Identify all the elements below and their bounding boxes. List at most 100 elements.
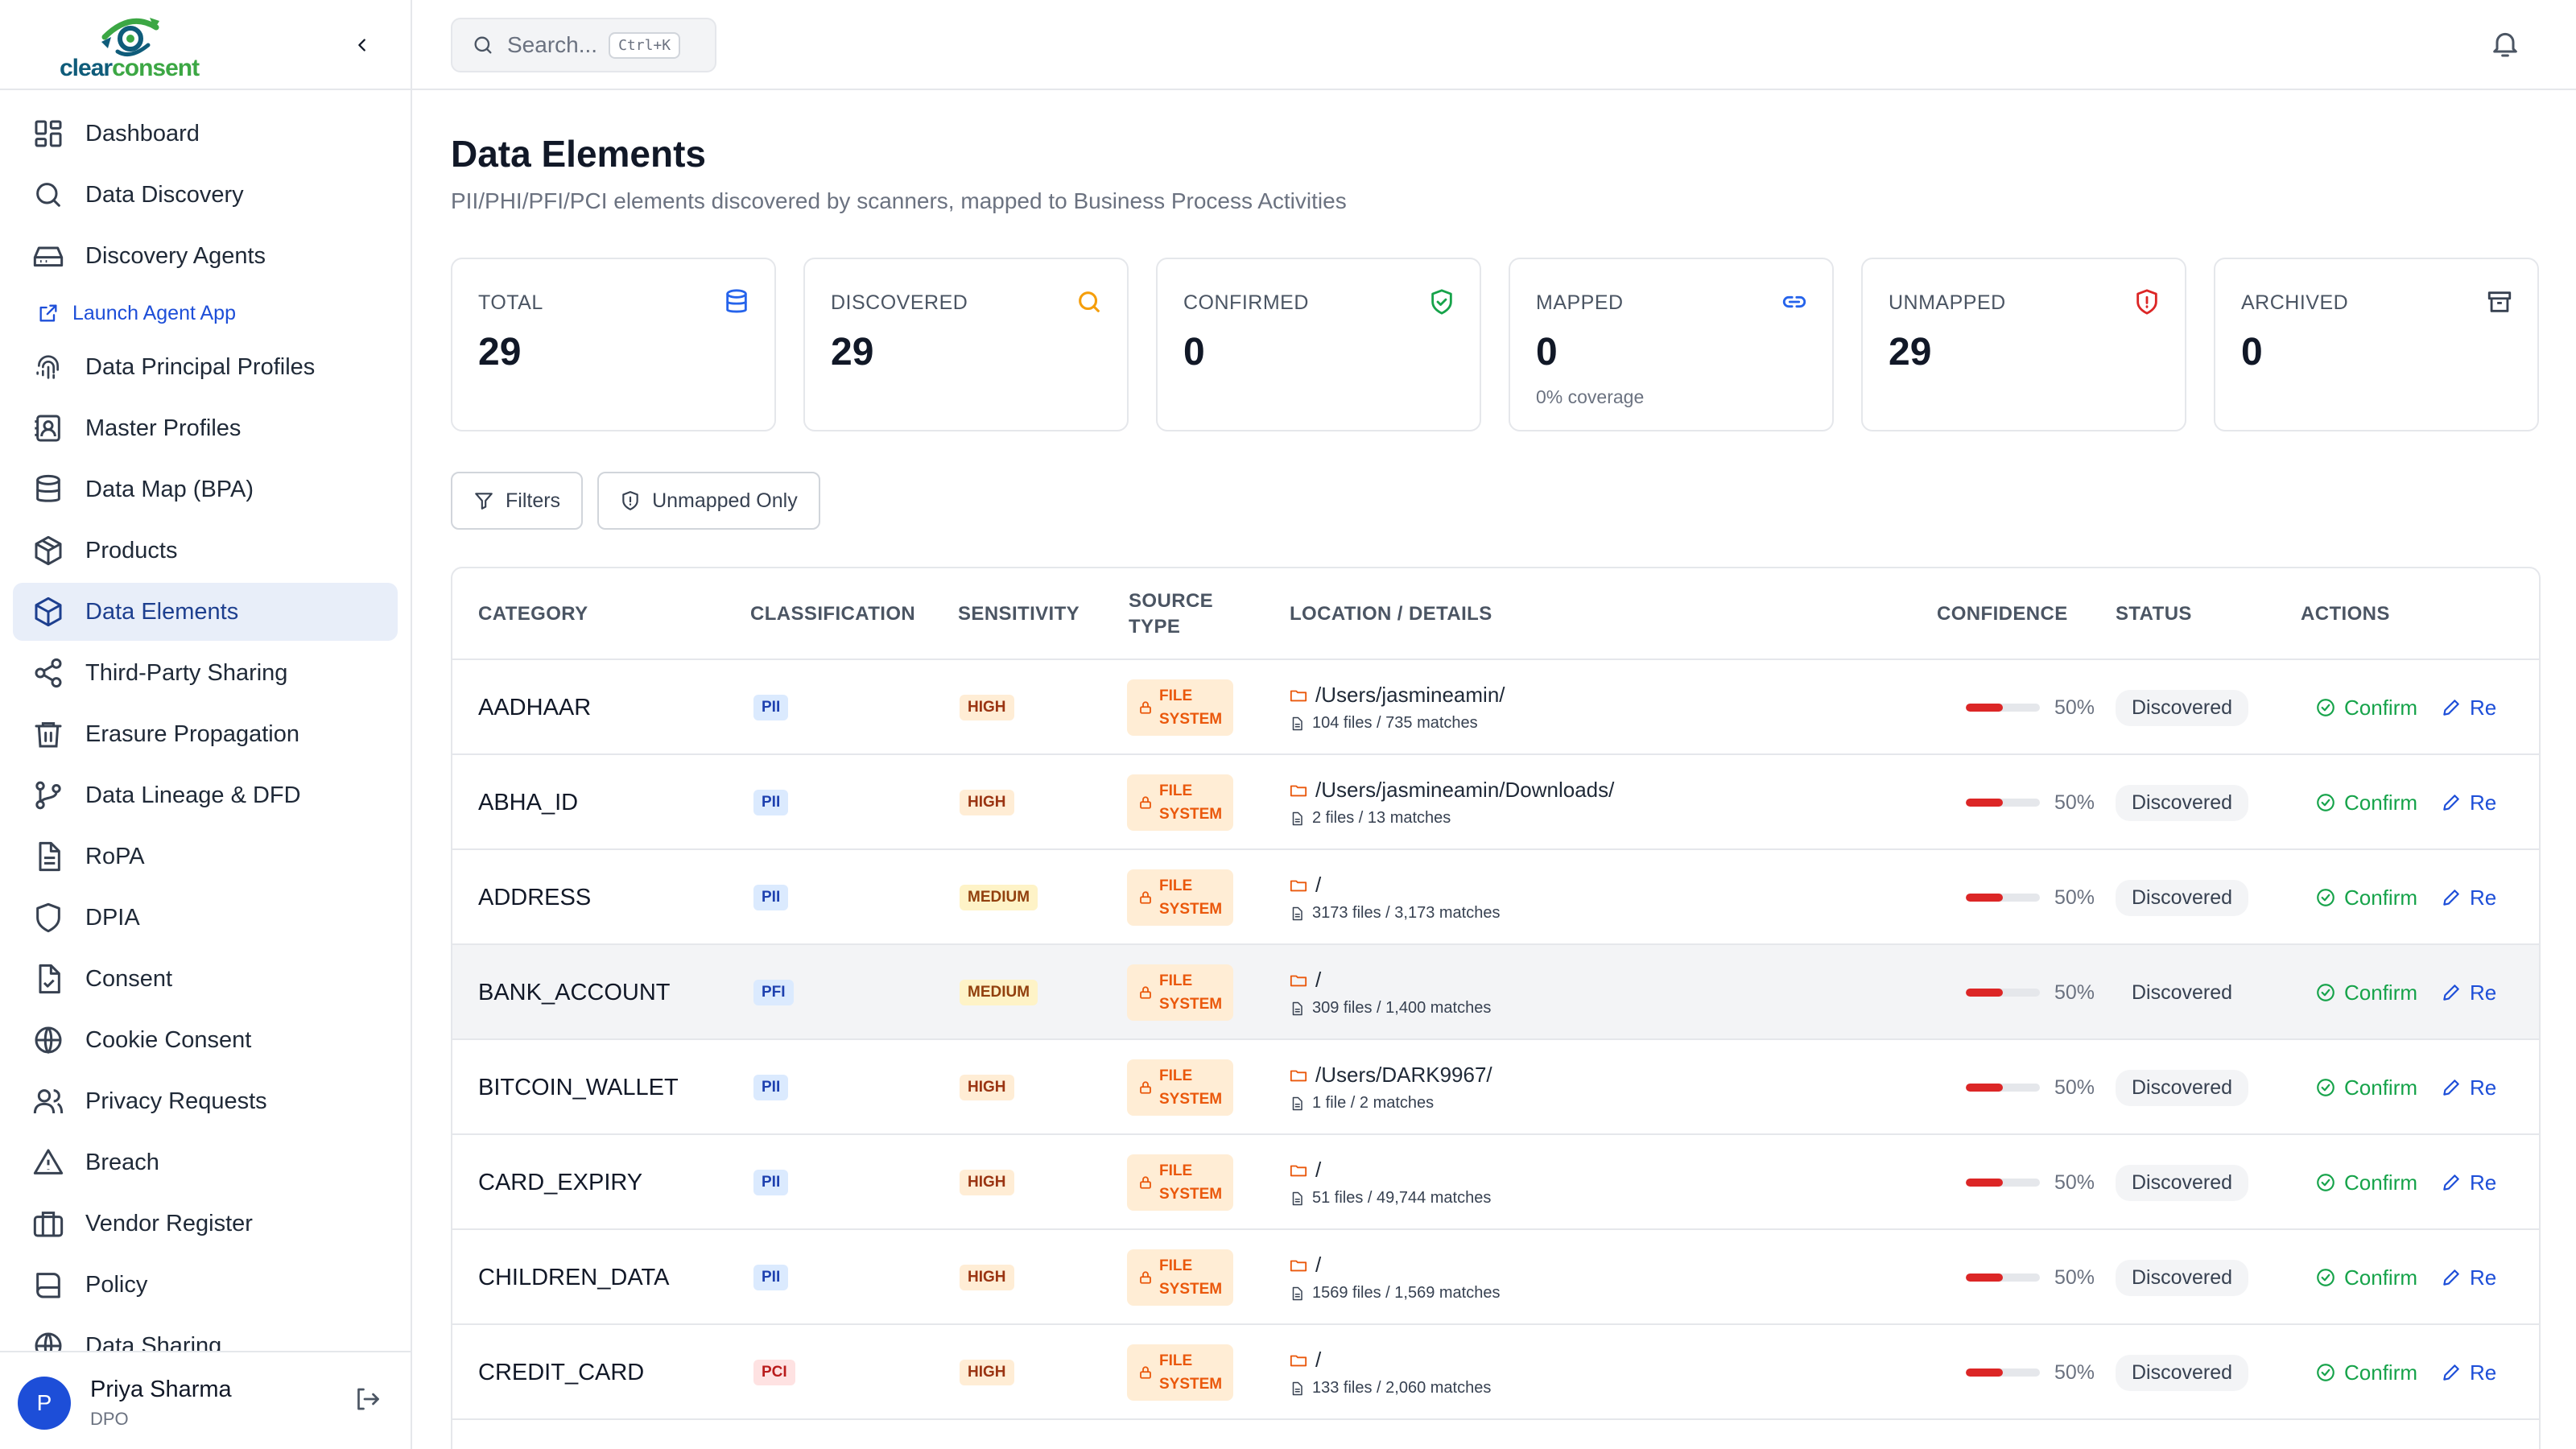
column-header-status[interactable]: STATUS xyxy=(2116,603,2192,625)
shield-check-icon xyxy=(1431,289,1452,315)
source-type-cell: FILE SYSTEM xyxy=(1127,755,1234,850)
confirm-button[interactable]: Confirm xyxy=(2315,1230,2417,1325)
sidebar-item-vendor-register[interactable]: Vendor Register xyxy=(13,1195,398,1253)
location-cell: / 133 files / 2,060 matches xyxy=(1290,1325,1491,1420)
sidebar-item-breach[interactable]: Breach xyxy=(13,1133,398,1191)
classification-cell: PII xyxy=(753,1040,789,1135)
filters-button[interactable]: Filters xyxy=(451,472,584,530)
sidebar-item-dashboard[interactable]: Dashboard xyxy=(13,105,398,163)
stat-card-archived[interactable]: ARCHIVED 0 xyxy=(2214,258,2539,431)
sidebar-item-data-lineage[interactable]: Data Lineage & DFD xyxy=(13,766,398,824)
column-header-location[interactable]: LOCATION / DETAILS xyxy=(1290,603,1492,625)
confirm-label: Confirm xyxy=(2344,695,2418,720)
stat-card-discovered[interactable]: DISCOVERED 29 xyxy=(803,258,1129,431)
remap-button[interactable]: Re xyxy=(2441,850,2496,945)
column-header-confidence[interactable]: CONFIDENCE xyxy=(1937,603,2068,625)
location-path: / xyxy=(1290,1348,1321,1373)
confidence-cell: 50% xyxy=(1966,755,2095,850)
confidence-bar xyxy=(1966,894,2040,902)
column-header-classification[interactable]: CLASSIFICATION xyxy=(750,603,916,625)
folder-icon xyxy=(1290,1260,1307,1271)
sidebar-item-consent[interactable]: Consent xyxy=(13,950,398,1008)
classification-cell: PCI xyxy=(753,1325,795,1420)
confidence-value: 50% xyxy=(2054,980,2095,1004)
sidebar-item-dpia[interactable]: DPIA xyxy=(13,889,398,947)
notifications-button[interactable] xyxy=(2489,27,2521,60)
classification-cell: PFI xyxy=(753,945,794,1040)
sidebar-item-privacy-requests[interactable]: Privacy Requests xyxy=(13,1072,398,1130)
source-type-cell: FILE SYSTEM xyxy=(1127,850,1234,945)
confirm-button[interactable]: Confirm xyxy=(2315,1040,2417,1135)
sidebar-item-cookie-consent[interactable]: Cookie Consent xyxy=(13,1011,398,1069)
source-type-text: FILE SYSTEM xyxy=(1159,874,1222,921)
launch-agent-app-link[interactable]: Launch Agent App xyxy=(13,288,398,338)
stat-card-mapped[interactable]: MAPPED 0 0% coverage xyxy=(1509,258,1834,431)
collapse-sidebar-button[interactable] xyxy=(346,29,378,61)
sidebar-item-ropa[interactable]: RoPA xyxy=(13,828,398,886)
confirm-button[interactable]: Confirm xyxy=(2315,945,2417,1040)
column-header-category[interactable]: CATEGORY xyxy=(478,603,588,625)
remap-button[interactable]: Re xyxy=(2441,1230,2496,1325)
sidebar-item-data-elements[interactable]: Data Elements xyxy=(13,583,398,641)
unmapped-only-toggle[interactable]: Unmapped Only xyxy=(597,472,820,530)
sidebar-item-discovery-agents[interactable]: Discovery Agents xyxy=(13,227,398,285)
sidebar-item-policy[interactable]: Policy xyxy=(13,1256,398,1314)
stat-card-unmapped[interactable]: UNMAPPED 29 xyxy=(1861,258,2186,431)
source-type-badge: FILE SYSTEM xyxy=(1127,1059,1234,1116)
stat-card-total[interactable]: TOTAL 29 xyxy=(451,258,776,431)
table-row[interactable]: ABHA_ID PII HIGH FILE SYSTEM/Users/jasmineam… xyxy=(452,755,2539,850)
table-row[interactable]: CHILDREN_DATA PII HIGH FILE SYSTEM / 1569 file… xyxy=(452,1230,2539,1325)
avatar[interactable]: P xyxy=(18,1377,71,1430)
classification-cell: PII xyxy=(753,1230,789,1325)
table-row[interactable]: AADHAAR PII HIGH FILE SYSTEM/Users/jasmineam… xyxy=(452,660,2539,755)
status-badge: Discovered xyxy=(2116,1354,2249,1391)
table-row[interactable]: CREDIT_CARD PCI HIGH FILE SYSTEM / 133 files /… xyxy=(452,1325,2539,1420)
sidebar-item-data-discovery[interactable]: Data Discovery xyxy=(13,166,398,224)
folder-icon xyxy=(1290,1165,1307,1176)
confirm-button[interactable]: Confirm xyxy=(2315,1135,2417,1230)
remap-label: Re xyxy=(2470,1265,2497,1290)
table-row[interactable]: CARD_EXPIRY PII HIGH FILE SYSTEM / 51 files / … xyxy=(452,1135,2539,1230)
unmapped-only-label: Unmapped Only xyxy=(652,489,798,512)
sidebar-item-products[interactable]: Products xyxy=(13,522,398,580)
grid-icon xyxy=(35,120,62,147)
confirm-button[interactable]: Confirm xyxy=(2315,850,2417,945)
remap-button[interactable]: Re xyxy=(2441,755,2496,850)
remap-button[interactable]: Re xyxy=(2441,1135,2496,1230)
location-path-text: /Users/jasmineamin/ xyxy=(1315,683,1505,707)
source-type-text: FILE SYSTEM xyxy=(1159,1254,1222,1301)
remap-button[interactable]: Re xyxy=(2441,660,2496,755)
location-path-text: / xyxy=(1315,873,1322,897)
stat-card-confirmed[interactable]: CONFIRMED 0 xyxy=(1156,258,1481,431)
logout-button[interactable] xyxy=(353,1385,382,1414)
sidebar-item-label: Data Principal Profiles xyxy=(85,353,316,380)
table-row[interactable]: ADDRESS PII MEDIUM FILE SYSTEM / 3173 files / … xyxy=(452,850,2539,945)
column-header-sensitivity[interactable]: SENSITIVITY xyxy=(958,603,1080,625)
confirm-label: Confirm xyxy=(2344,1075,2418,1100)
pencil-icon xyxy=(2443,700,2459,716)
remap-button[interactable]: Re xyxy=(2441,1040,2496,1135)
search-icon xyxy=(36,183,60,207)
stat-value: 0 xyxy=(1536,331,1558,374)
brand-logo[interactable]: clearconsent xyxy=(58,10,211,84)
sidebar-item-label: Third-Party Sharing xyxy=(85,659,288,686)
column-header-source-type[interactable]: SOURCE TYPE xyxy=(1129,568,1213,660)
confirm-button[interactable]: Confirm xyxy=(2315,660,2417,755)
sidebar-item-third-party-sharing[interactable]: Third-Party Sharing xyxy=(13,644,398,702)
remap-button[interactable]: Re xyxy=(2441,945,2496,1040)
sidebar-item-data-principal-profiles[interactable]: Data Principal Profiles xyxy=(13,338,398,396)
sidebar-item-master-profiles[interactable]: Master Profiles xyxy=(13,399,398,457)
confirm-button[interactable]: Confirm xyxy=(2315,755,2417,850)
sidebar-item-erasure-propagation[interactable]: Erasure Propagation xyxy=(13,705,398,763)
pencil-icon xyxy=(2443,1364,2459,1381)
source-type-badge: FILE SYSTEM xyxy=(1127,869,1234,926)
sidebar-item-data-map[interactable]: Data Map (BPA) xyxy=(13,460,398,518)
sidebar-item-label: Discovery Agents xyxy=(85,242,266,269)
search-input[interactable]: Search... Ctrl+K xyxy=(451,18,716,72)
confirm-button[interactable]: Confirm xyxy=(2315,1325,2417,1420)
source-type-text: FILE SYSTEM xyxy=(1159,1159,1222,1206)
logout-icon xyxy=(357,1388,379,1410)
remap-button[interactable]: Re xyxy=(2441,1325,2496,1420)
table-row[interactable]: BANK_ACCOUNT PFI MEDIUM FILE SYSTEM / 309 file… xyxy=(452,945,2539,1040)
table-row[interactable]: BITCOIN_WALLET PII HIGH FILE SYSTEM/Users/DA… xyxy=(452,1040,2539,1135)
